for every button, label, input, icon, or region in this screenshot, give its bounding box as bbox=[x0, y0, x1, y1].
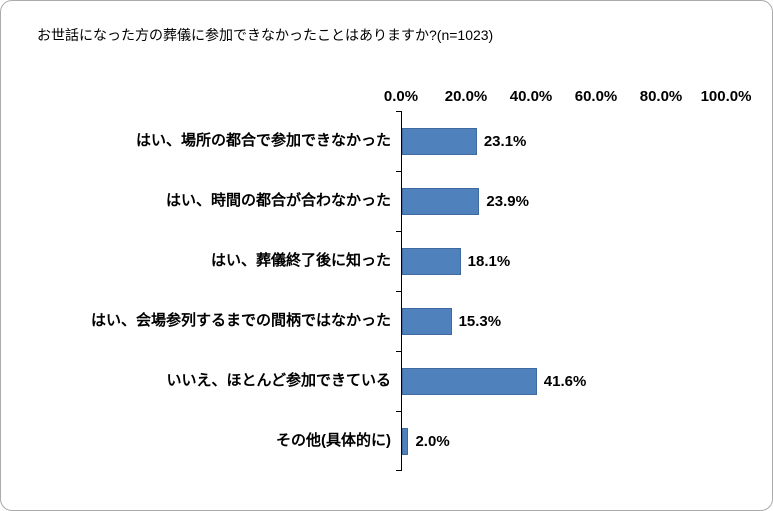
bar-row: はい、場所の都合で参加できなかった 23.1% bbox=[17, 111, 756, 171]
plot-area: 18.1% bbox=[396, 231, 726, 291]
bar bbox=[402, 307, 452, 335]
bar bbox=[402, 127, 477, 155]
bar-row: いいえ、ほとんど参加できている 41.6% bbox=[17, 351, 756, 411]
chart-title: お世話になった方の葬儀に参加できなかったことはありますか?(n=1023) bbox=[37, 27, 494, 43]
x-tick-label: 40.0% bbox=[509, 88, 553, 105]
value-label: 15.3% bbox=[458, 312, 502, 330]
bar-row: はい、時間の都合が合わなかった 23.9% bbox=[17, 171, 756, 231]
x-tick-label: 80.0% bbox=[639, 88, 683, 105]
category-label: はい、時間の都合が合わなかった bbox=[165, 191, 391, 209]
bar bbox=[402, 427, 409, 455]
bar-chart: 0.0% 20.0% 40.0% 60.0% 80.0% 100.0% はい、場所の都合で… bbox=[17, 83, 756, 471]
x-tick-label: 20.0% bbox=[444, 88, 488, 105]
x-axis: 0.0% 20.0% 40.0% 60.0% 80.0% 100.0% bbox=[384, 83, 752, 111]
category-label: はい、葬儀終了後に知った bbox=[210, 251, 391, 269]
category-label: いいえ、ほとんど参加できている bbox=[166, 371, 391, 389]
bar bbox=[402, 247, 461, 275]
value-label: 41.6% bbox=[543, 372, 587, 390]
x-tick-label: 60.0% bbox=[574, 88, 618, 105]
category-label: はい、場所の都合で参加できなかった bbox=[135, 131, 391, 149]
bar bbox=[402, 367, 537, 395]
category-label: はい、会場参列するまでの間柄ではなかった bbox=[90, 311, 391, 329]
category-label: その他(具体的に) bbox=[276, 431, 391, 449]
x-tick-label: 100.0% bbox=[700, 88, 752, 105]
plot-area: 23.9% bbox=[396, 171, 726, 231]
plot-area: 2.0% bbox=[396, 411, 726, 471]
plot-area: 41.6% bbox=[396, 351, 726, 411]
plot-area: 15.3% bbox=[396, 291, 726, 351]
bar-rows: はい、場所の都合で参加できなかった 23.1% はい、時間の都合が合わなかった 23.… bbox=[17, 111, 756, 471]
value-label: 2.0% bbox=[415, 432, 450, 450]
value-label: 18.1% bbox=[467, 252, 511, 270]
value-label: 23.1% bbox=[483, 132, 527, 150]
x-tick-label: 0.0% bbox=[383, 88, 419, 105]
plot-area: 23.1% bbox=[396, 111, 726, 171]
value-label: 23.9% bbox=[486, 192, 529, 210]
bar-row: はい、葬儀終了後に知った 18.1% bbox=[17, 231, 756, 291]
bar-row: その他(具体的に) 2.0% bbox=[17, 411, 756, 471]
bar bbox=[402, 187, 480, 215]
bar-row: はい、会場参列するまでの間柄ではなかった 15.3% bbox=[17, 291, 756, 351]
